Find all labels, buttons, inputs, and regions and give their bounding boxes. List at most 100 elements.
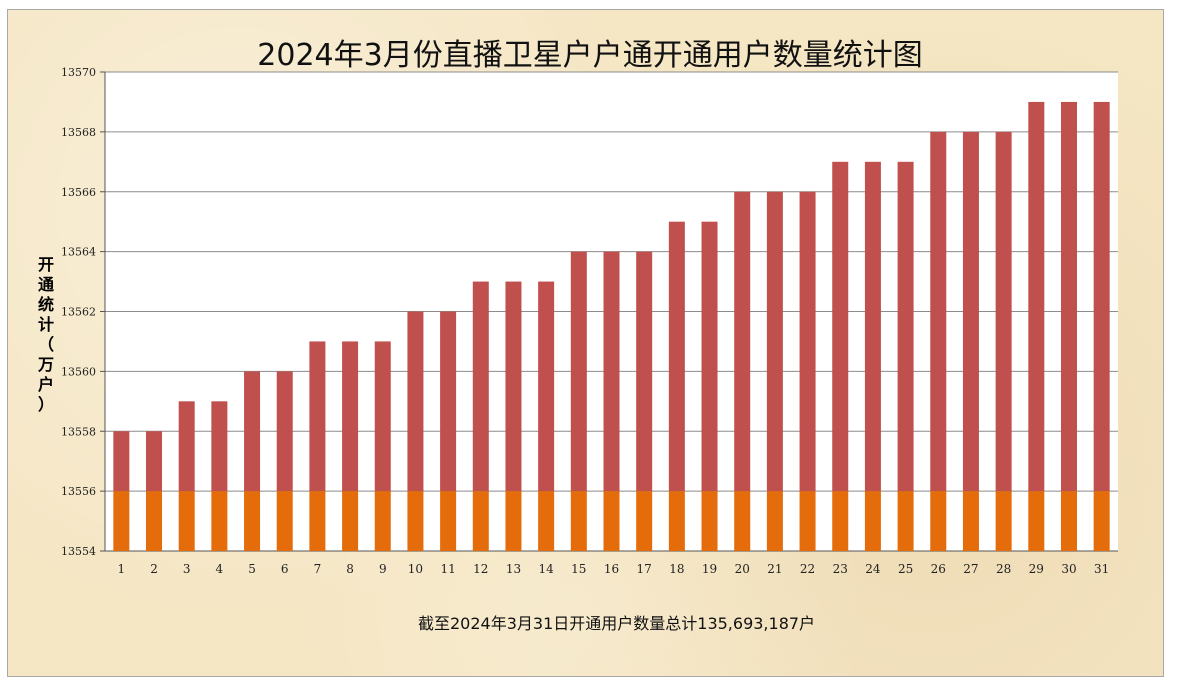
- bar-upper-segment: [440, 311, 457, 492]
- x-tick-label: 12: [473, 562, 488, 576]
- bar-lower-segment: [538, 491, 555, 551]
- y-axis-label-char: 计: [37, 315, 54, 334]
- bar-upper-segment: [1093, 101, 1110, 492]
- y-axis-label-char: 开: [37, 255, 54, 274]
- bar-lower-segment: [440, 491, 457, 551]
- bar-lower-segment: [211, 491, 228, 551]
- x-tick-label: 4: [216, 562, 224, 576]
- bar-lower-segment: [701, 491, 718, 551]
- bar-lower-segment: [309, 491, 326, 551]
- x-tick-label: 7: [314, 562, 322, 576]
- bar-upper-segment: [538, 281, 555, 492]
- bar-upper-segment: [374, 341, 391, 492]
- x-tick-label: 3: [183, 562, 191, 576]
- x-tick-label: 14: [539, 562, 555, 576]
- x-tick-label: 15: [571, 562, 586, 576]
- bar-lower-segment: [1093, 491, 1110, 551]
- x-tick-label: 5: [248, 562, 256, 576]
- x-tick-label: 18: [669, 562, 684, 576]
- bar-upper-segment: [766, 191, 783, 492]
- y-axis-label-char: 统: [37, 295, 54, 314]
- chart-footnote: 截至2024年3月31日开通用户数量总计135,693,187户: [418, 614, 816, 633]
- bar-lower-segment: [244, 491, 261, 551]
- bar-upper-segment: [211, 401, 228, 492]
- x-tick-label: 20: [735, 562, 750, 576]
- bar-upper-segment: [734, 191, 751, 492]
- y-axis-label-char: 户: [37, 375, 54, 394]
- chart-title: 2024年3月份直播卫星户户通开通用户数量统计图: [257, 38, 923, 73]
- x-tick-label: 2: [150, 562, 158, 576]
- y-tick-label: 13560: [61, 365, 96, 378]
- x-tick-label: 22: [800, 562, 815, 576]
- bar-lower-segment: [570, 491, 587, 551]
- x-tick-label: 28: [996, 562, 1011, 576]
- bar-lower-segment: [505, 491, 522, 551]
- bar-lower-segment: [603, 491, 620, 551]
- bar-upper-segment: [962, 131, 979, 492]
- x-tick-label: 26: [931, 562, 946, 576]
- bar-upper-segment: [636, 251, 653, 492]
- x-tick-label: 13: [506, 562, 521, 576]
- y-tick-label: 13558: [61, 425, 96, 438]
- bar-lower-segment: [832, 491, 849, 551]
- y-tick-label: 13570: [61, 66, 96, 79]
- bar-upper-segment: [832, 161, 849, 492]
- bar-upper-segment: [995, 131, 1012, 492]
- bar-lower-segment: [1060, 491, 1077, 551]
- bar-lower-segment: [734, 491, 751, 551]
- y-axis-label-char: ）: [37, 395, 54, 414]
- x-tick-label: 21: [767, 562, 782, 576]
- x-tick-label: 16: [604, 562, 619, 576]
- bar-lower-segment: [472, 491, 489, 551]
- y-tick-label: 13562: [61, 306, 96, 319]
- bar-lower-segment: [864, 491, 881, 551]
- x-tick-label: 27: [963, 562, 978, 576]
- bar-upper-segment: [505, 281, 522, 492]
- bar-upper-segment: [799, 191, 816, 492]
- x-tick-label: 25: [898, 562, 913, 576]
- x-tick-label: 29: [1029, 562, 1044, 576]
- bar-upper-segment: [178, 401, 195, 492]
- y-tick-label: 13556: [61, 485, 96, 498]
- bar-upper-segment: [309, 341, 326, 492]
- x-tick-label: 31: [1094, 562, 1109, 576]
- bar-lower-segment: [962, 491, 979, 551]
- x-tick-label: 30: [1061, 562, 1076, 576]
- bar-lower-segment: [374, 491, 391, 551]
- bar-lower-segment: [178, 491, 195, 551]
- bar-lower-segment: [995, 491, 1012, 551]
- bar-lower-segment: [799, 491, 816, 551]
- y-tick-label: 13564: [61, 246, 96, 259]
- y-tick-label: 13566: [61, 186, 96, 199]
- y-axis-label-char: （: [37, 335, 54, 354]
- x-tick-label: 10: [408, 562, 423, 576]
- bar-upper-segment: [146, 431, 163, 492]
- bar-lower-segment: [766, 491, 783, 551]
- bar-upper-segment: [244, 371, 261, 492]
- x-tick-label: 9: [379, 562, 387, 576]
- bar-upper-segment: [1028, 101, 1045, 492]
- bar-upper-segment: [407, 311, 424, 492]
- x-tick-label: 24: [865, 562, 881, 576]
- bar-lower-segment: [930, 491, 947, 551]
- x-tick-label: 1: [118, 562, 126, 576]
- y-axis-label-char: 通: [37, 275, 54, 294]
- bar-lower-segment: [636, 491, 653, 551]
- bar-lower-segment: [146, 491, 163, 551]
- bar-upper-segment: [864, 161, 881, 492]
- bar-upper-segment: [276, 371, 293, 492]
- bar-upper-segment: [342, 341, 359, 492]
- x-tick-label: 19: [702, 562, 717, 576]
- bar-lower-segment: [276, 491, 293, 551]
- bar-upper-segment: [113, 431, 130, 492]
- bar-upper-segment: [1060, 101, 1077, 492]
- bar-upper-segment: [701, 221, 718, 492]
- x-tick-label: 6: [281, 562, 289, 576]
- x-tick-label: 17: [637, 562, 652, 576]
- bar-upper-segment: [668, 221, 685, 492]
- bar-lower-segment: [1028, 491, 1045, 551]
- bar-lower-segment: [897, 491, 914, 551]
- bar-lower-segment: [668, 491, 685, 551]
- y-axis-label-char: 万: [37, 355, 54, 374]
